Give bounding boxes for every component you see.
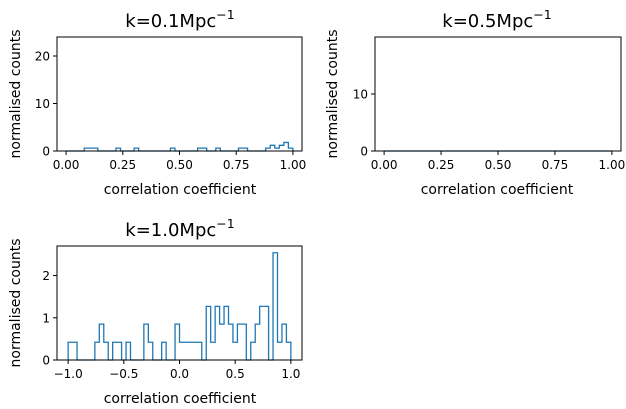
x-tick-label: 0.25 — [109, 158, 136, 172]
y-tick-label: 20 — [35, 50, 50, 64]
y-tick-label: 1 — [42, 311, 50, 325]
y-tick-label: 2 — [42, 269, 50, 283]
x-axis-label: correlation coefficient — [421, 182, 574, 198]
x-tick-label: 0.00 — [53, 158, 80, 172]
x-tick-label: −0.5 — [109, 367, 138, 381]
x-tick-label: 1.00 — [599, 158, 626, 172]
panel-k0.1: k=0.1Mpc−1 normalised counts correlation… — [8, 7, 306, 198]
x-tick-label: 0.25 — [428, 158, 455, 172]
x-tick-label: −1.0 — [54, 367, 83, 381]
x-tick-label: 0.0 — [170, 367, 189, 381]
x-tick-label: 1.00 — [280, 158, 307, 172]
y-tick-label: 0 — [42, 145, 50, 159]
x-axis-label: correlation coefficient — [104, 182, 257, 198]
y-axis-label: normalised counts — [325, 30, 341, 159]
panel-title: k=1.0Mpc−1 — [125, 216, 234, 241]
y-axis-label: normalised counts — [8, 30, 24, 159]
histogram-series — [67, 252, 292, 361]
x-tick-label: 1.0 — [281, 367, 300, 381]
panel-k0.5: k=0.5Mpc−1 normalised counts correlation… — [325, 7, 625, 198]
panel-title: k=0.1Mpc−1 — [125, 7, 234, 32]
x-tick-label: 0.50 — [485, 158, 512, 172]
y-tick-label: 10 — [35, 97, 50, 111]
x-tick-label: 0.75 — [542, 158, 569, 172]
axes-frame — [56, 36, 303, 152]
axes-frame — [374, 36, 622, 152]
panel-title: k=0.5Mpc−1 — [442, 7, 551, 32]
y-axis-label: normalised counts — [8, 239, 24, 368]
x-tick-label: 0.5 — [226, 367, 245, 381]
histogram-series — [66, 141, 294, 152]
x-tick-label: 0.75 — [223, 158, 250, 172]
x-tick-label: 0.50 — [166, 158, 193, 172]
y-tick-label: 0 — [42, 354, 50, 368]
panel-k1.0: k=1.0Mpc−1 normalised counts correlation… — [8, 216, 303, 407]
y-tick-label: 10 — [353, 88, 368, 102]
x-tick-label: 0.00 — [371, 158, 398, 172]
y-tick-label: 0 — [360, 145, 368, 159]
x-axis-label: correlation coefficient — [104, 391, 257, 407]
